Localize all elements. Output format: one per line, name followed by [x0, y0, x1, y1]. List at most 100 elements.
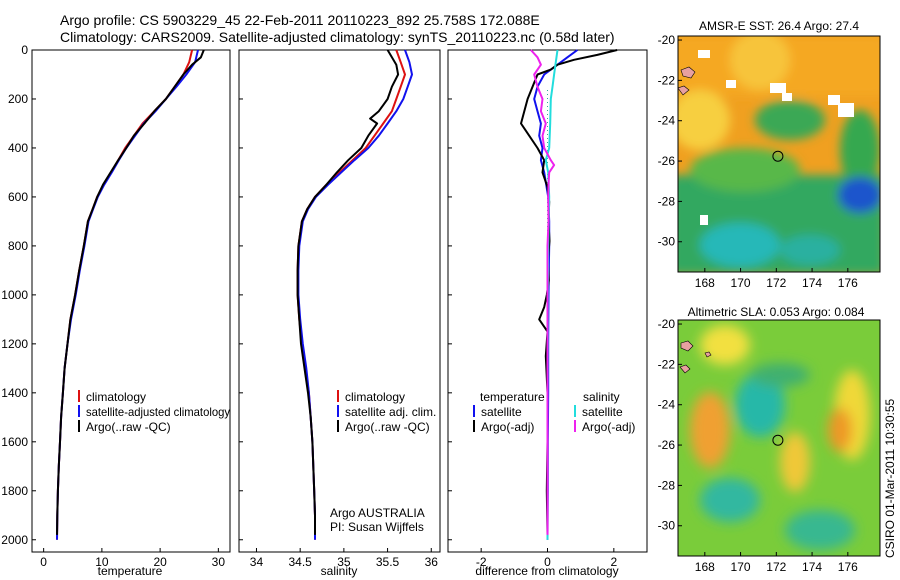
- sst-cloud-2: [782, 93, 792, 101]
- temperature-xtick-label-30: 30: [212, 555, 226, 569]
- amsr-lat-tick-label--30: -30: [658, 235, 676, 249]
- sst-cyan-southwest: [700, 223, 780, 267]
- depth-tick-label-800: 800: [8, 239, 28, 253]
- diff-legend-label-temp-argo: Argo(-adj): [481, 420, 534, 434]
- temperature-xaxis: 0 10 20 30: [40, 548, 225, 569]
- temperature-xlabel: temperature: [98, 564, 163, 578]
- sla-lat-tick-label--28: -28: [658, 478, 676, 492]
- sst-cloud-4: [838, 103, 854, 117]
- difference-line-temperature-satellite: [533, 49, 578, 540]
- sla-argo-location-marker: [772, 434, 784, 446]
- sst-argo-location-marker: [772, 150, 784, 162]
- diff-legend-label-sal-satellite: satellite: [582, 405, 623, 419]
- depth-tick-label-600: 600: [8, 190, 28, 204]
- sla-island-1: [680, 340, 694, 352]
- temperature-line-argo-raw-qc-: [56, 49, 205, 535]
- difference-xtick-label-0: 0: [544, 555, 551, 569]
- sst-cloud-3: [828, 95, 840, 105]
- legend-label-argo: Argo(..raw -QC): [86, 420, 171, 434]
- sst-green-east: [840, 110, 880, 190]
- sla-map-frame: [677, 319, 881, 557]
- sst-cloud-6: [700, 215, 708, 225]
- difference-xtick-label-2: 2: [610, 555, 617, 569]
- depth-tick-label-1400: 1400: [1, 386, 28, 400]
- sla-map: [678, 320, 880, 556]
- amsr-lon-tick-label-176: 176: [838, 276, 858, 290]
- depth-tick-label-400: 400: [8, 141, 28, 155]
- salinity-annotation-line2: PI: Susan Wijffels: [330, 520, 424, 534]
- diff-legend-label-sal-argo: Argo(-adj): [582, 420, 635, 434]
- sla-lon-tick-label-170: 170: [731, 560, 751, 574]
- depth-tick-label-200: 200: [8, 92, 28, 106]
- salinity-xtick-label-35: 35: [337, 555, 351, 569]
- sla-orange-west: [690, 392, 730, 468]
- salinity-xtick-label-35.5: 35.5: [376, 555, 400, 569]
- sla-lat-tick-label--20: -20: [658, 317, 676, 331]
- legend-label-satellite: satellite-adjusted climatology: [86, 405, 230, 419]
- temperature-series: [56, 49, 205, 540]
- sal-legend-label-satellite: satellite adj. clim.: [345, 405, 436, 419]
- sst-green-centre: [690, 148, 800, 192]
- sla-island-3: [704, 351, 712, 358]
- sla-map-title: Altimetric SLA: 0.053 Argo: 0.084: [688, 305, 865, 319]
- difference-xtick-label--2: -2: [476, 555, 487, 569]
- depth-tick-label-1800: 1800: [1, 484, 28, 498]
- salinity-legend: climatology satellite adj. clim. Argo(..…: [337, 390, 436, 434]
- sla-yellow-nw: [700, 325, 750, 365]
- sst-cloud-7: [698, 50, 710, 58]
- sst-map: [678, 36, 880, 272]
- figure-title-line2: Climatology: CARS2009. Satellite-adjuste…: [60, 29, 615, 45]
- difference-legend: temperature satellite Argo(-adj) salinit…: [473, 390, 635, 434]
- difference-xaxis: -2 0 2: [476, 548, 617, 569]
- depth-tick-label-0: 0: [21, 43, 28, 57]
- sla-lat-tick-label--26: -26: [658, 438, 676, 452]
- amsr-lat-tick-label--20: -20: [658, 33, 676, 47]
- salinity-xtick-label-36: 36: [425, 555, 439, 569]
- salinity-xtick-label-34.5: 34.5: [288, 555, 312, 569]
- amsr-lon-tick-label-168: 168: [695, 276, 715, 290]
- amsr-lat-tick-label--24: -24: [658, 114, 676, 128]
- diff-legend-salinity-title: salinity: [583, 390, 620, 404]
- sst-blue-east: [838, 177, 880, 213]
- depth-tick-label-1200: 1200: [1, 337, 28, 351]
- salinity-xtick-label-34: 34: [250, 555, 264, 569]
- depth-tick-label-2000: 2000: [1, 533, 28, 547]
- temperature-xtick-label-20: 20: [153, 555, 167, 569]
- difference-series: [520, 49, 618, 540]
- sst-island-2: [678, 85, 690, 96]
- sla-lon-tick-label-168: 168: [695, 560, 715, 574]
- temperature-xtick-label-10: 10: [95, 555, 109, 569]
- difference-line-salinity-argo-adj-: [530, 49, 556, 535]
- figure-title-line1: Argo profile: CS 5903229_45 22-Feb-2011 …: [60, 12, 540, 28]
- temperature-line-satellite-adjusted-climatology: [56, 49, 199, 540]
- sla-lon-tick-label-174: 174: [802, 560, 822, 574]
- depth-tick-label-1000: 1000: [1, 288, 28, 302]
- sla-lat-tick-label--24: -24: [658, 398, 676, 412]
- sst-map-axes: 168 170 172 174 176 -20 -22 -24 -26 -28 -30: [658, 33, 858, 290]
- temperature-line-climatology: [56, 49, 194, 540]
- sla-yellow-mid: [780, 432, 810, 492]
- salinity-xlabel: salinity: [321, 564, 358, 578]
- diff-legend-label-temp-satellite: satellite: [481, 405, 522, 419]
- diff-legend-temperature-title: temperature: [480, 390, 545, 404]
- sal-legend-label-climatology: climatology: [345, 390, 405, 404]
- sla-field: [690, 325, 870, 550]
- sst-green-mid: [755, 100, 825, 140]
- amsr-lon-tick-label-170: 170: [731, 276, 751, 290]
- sla-cyan-mid: [735, 373, 785, 437]
- sla-lon-tick-label-176: 176: [838, 560, 858, 574]
- temperature-xtick-label-0: 0: [40, 555, 47, 569]
- sla-orange-east: [828, 408, 852, 452]
- legend-label-climatology: climatology: [86, 390, 146, 404]
- sst-map-title: AMSR-E SST: 26.4 Argo: 27.4: [699, 19, 859, 33]
- amsr-lon-tick-label-172: 172: [766, 276, 786, 290]
- sla-lat-tick-label--22: -22: [658, 357, 676, 371]
- amsr-lat-tick-label--28: -28: [658, 194, 676, 208]
- amsr-lon-tick-label-174: 174: [802, 276, 822, 290]
- sst-cloud-1: [770, 83, 786, 93]
- amsr-lat-tick-label--26: -26: [658, 154, 676, 168]
- sla-lon-tick-label-172: 172: [766, 560, 786, 574]
- sst-cloud-5: [726, 80, 736, 88]
- sla-lat-tick-label--30: -30: [658, 519, 676, 533]
